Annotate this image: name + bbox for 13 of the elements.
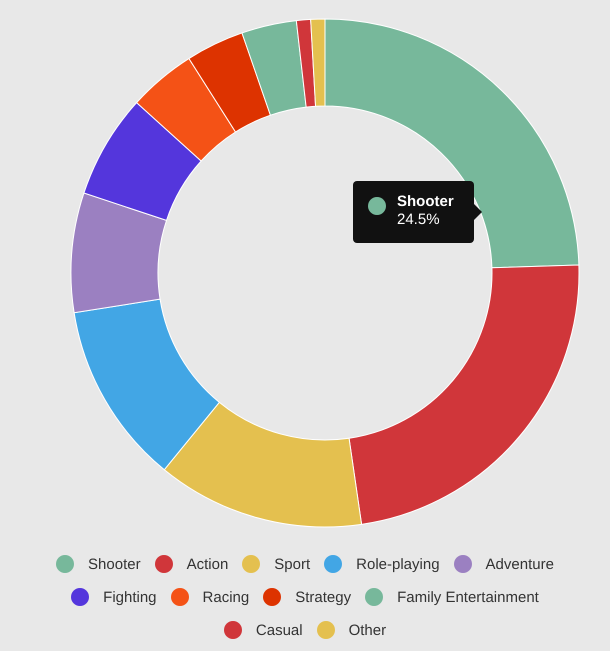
legend-label: Fighting [103, 588, 157, 606]
category-label: Shooter [88, 556, 141, 572]
legend-label: Family Entertainment [397, 588, 539, 606]
legend-label: Other [348, 622, 386, 638]
legend-label: Shooter [397, 193, 455, 211]
data-label: 24.5% [397, 211, 441, 229]
legend-label: Strategy [295, 588, 352, 606]
legend-label: Sport [274, 556, 310, 572]
legend-label: Adventure [486, 556, 554, 572]
legend-label: Role-playing [356, 556, 440, 572]
legend-label: Racing [202, 588, 250, 606]
legend-label: Casual [256, 622, 303, 638]
legend-label: Action [186, 556, 228, 572]
